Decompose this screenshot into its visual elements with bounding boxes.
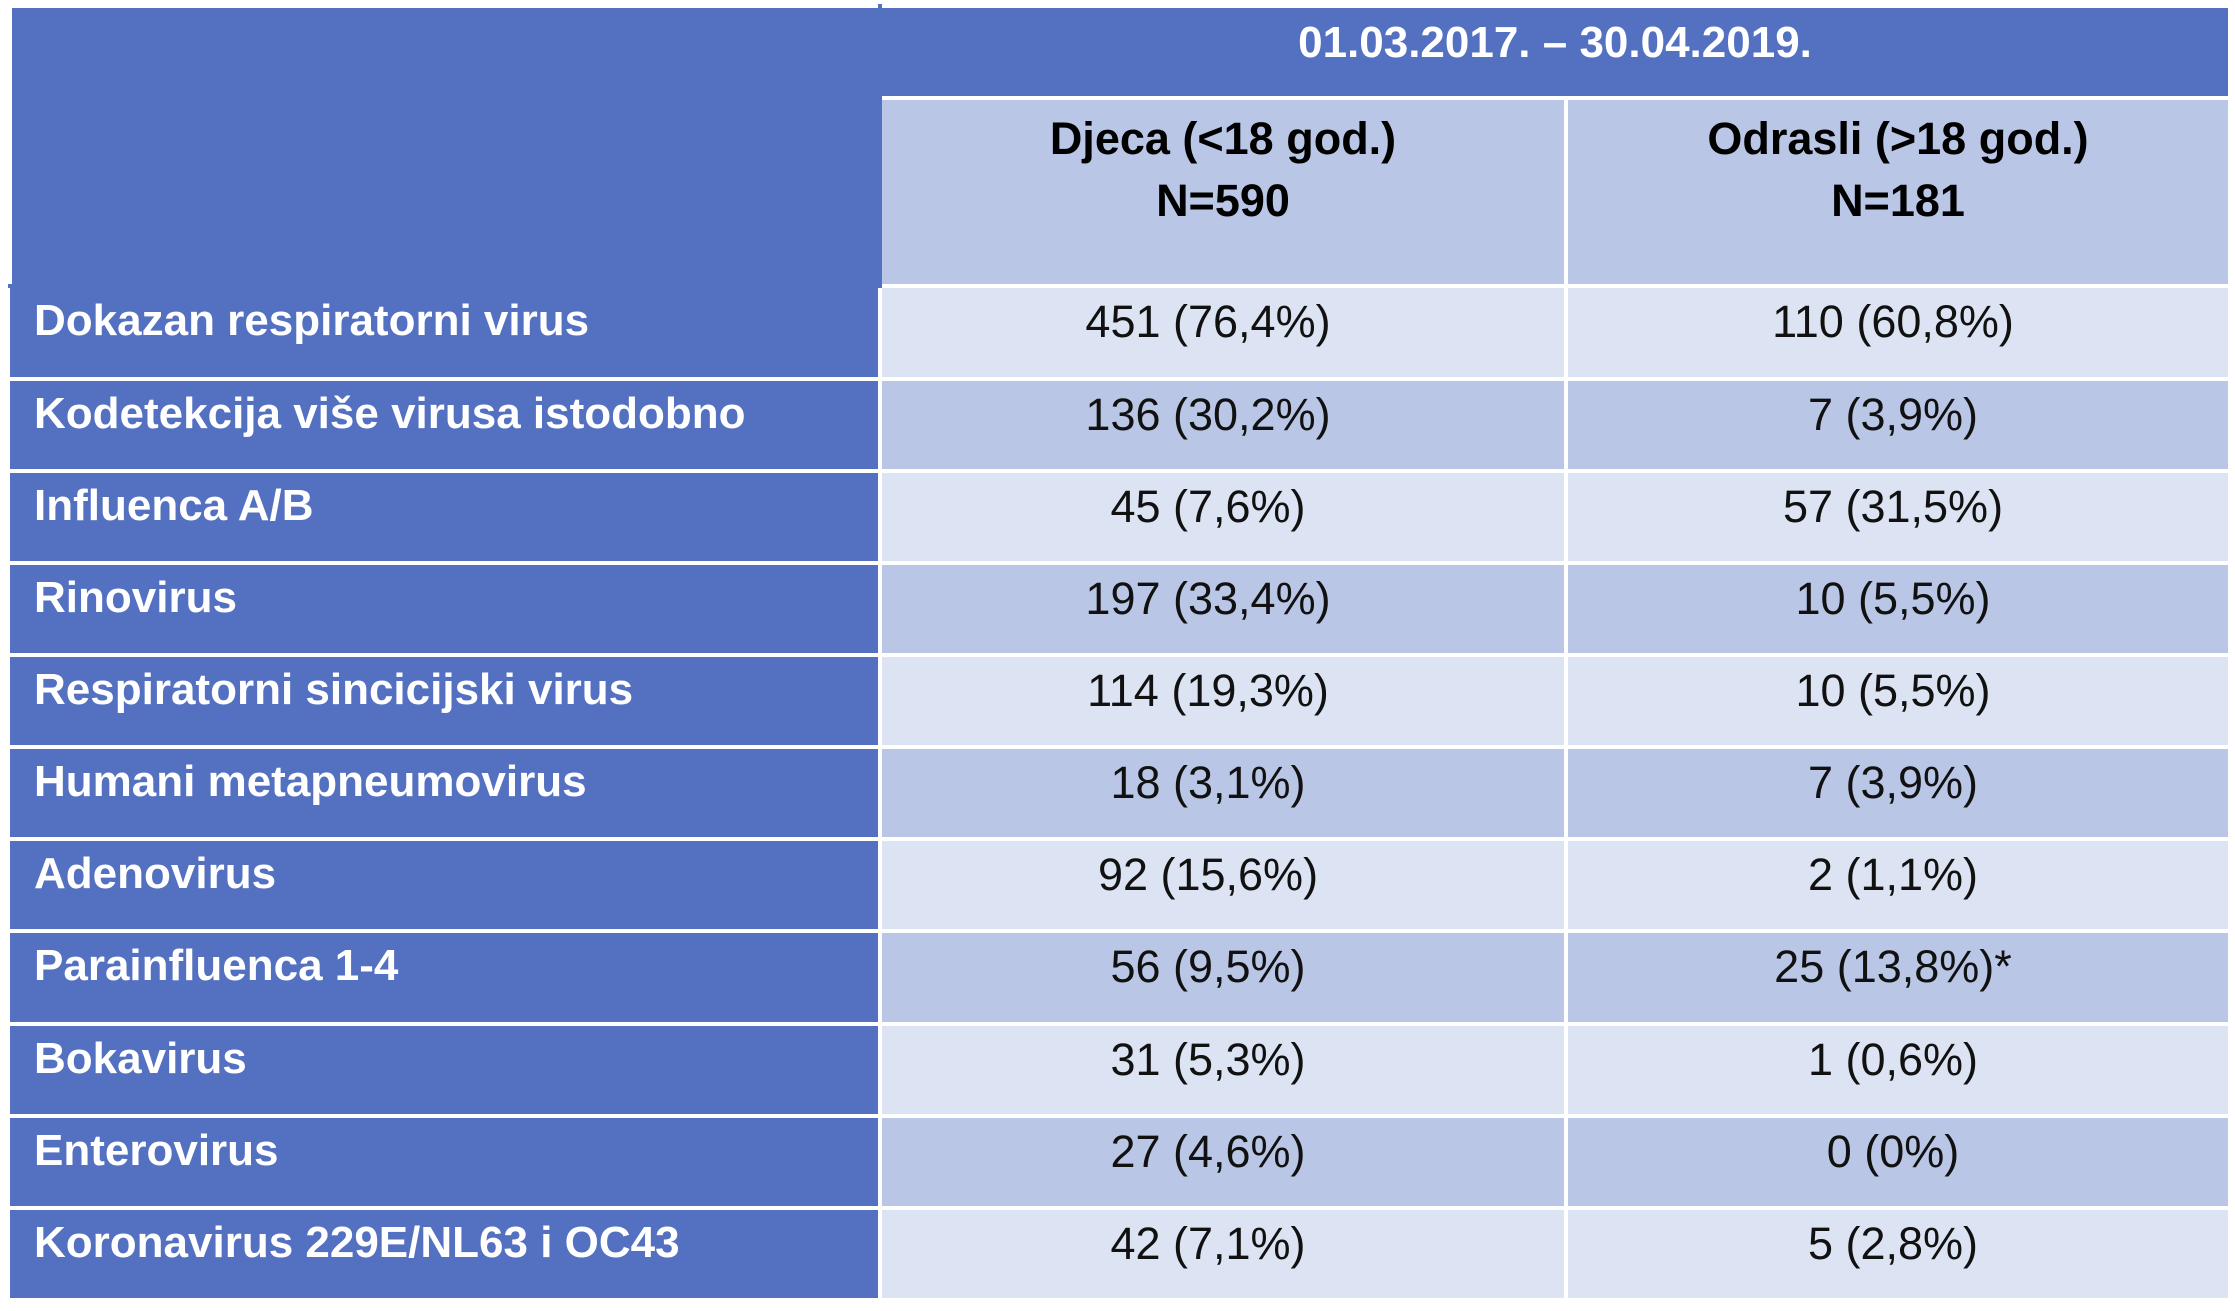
cell-adults: 10 (5,5%) xyxy=(1564,652,2232,750)
row-label: Kodetekcija više virusa istodobno xyxy=(10,376,882,473)
table-row: Humani metapneumovirus 18 (3,1%) 7 (3,9%) xyxy=(10,745,2232,842)
table-row: Rinovirus 197 (33,4%) 10 (5,5%) xyxy=(10,560,2232,657)
group-header-adults: Odrasli (>18 god.) N=181 xyxy=(1564,96,2232,289)
row-label: Adenovirus xyxy=(10,837,882,934)
cell-children: 42 (7,1%) xyxy=(878,1205,1568,1303)
results-table-container: 01.03.2017. – 30.04.2019. Djeca (<18 god… xyxy=(8,3,2232,1303)
row-label: Rinovirus xyxy=(10,560,882,657)
cell-adults: 7 (3,9%) xyxy=(1564,376,2232,473)
group-header-children: Djeca (<18 god.) N=590 xyxy=(878,96,1568,289)
cell-children: 197 (33,4%) xyxy=(878,560,1568,657)
cell-children: 18 (3,1%) xyxy=(878,745,1568,842)
group-n-adults: N=181 xyxy=(1831,175,1965,227)
cell-children: 27 (4,6%) xyxy=(878,1113,1568,1210)
cell-adults: 2 (1,1%) xyxy=(1564,837,2232,934)
cell-children: 92 (15,6%) xyxy=(878,837,1568,934)
row-label: Dokazan respiratorni virus xyxy=(10,284,882,381)
group-label-children: Djeca (<18 god.) xyxy=(1049,113,1397,165)
table-row: Respiratorni sincicijski virus 114 (19,3%… xyxy=(10,652,2232,750)
row-label: Enterovirus xyxy=(10,1113,882,1210)
cell-adults: 110 (60,8%) xyxy=(1564,284,2232,381)
table-row: Parainfluenca 1-4 56 (9,5%) 25 (13,8%)* xyxy=(10,929,2232,1026)
cell-adults: 1 (0,6%) xyxy=(1564,1021,2232,1118)
row-label: Bokavirus xyxy=(10,1021,882,1118)
cell-children: 114 (19,3%) xyxy=(878,652,1568,750)
table-row: Enterovirus 27 (4,6%) 0 (0%) xyxy=(10,1113,2232,1210)
row-label: Humani metapneumovirus xyxy=(10,745,882,842)
row-label: Influenca A/B xyxy=(10,468,882,565)
group-label-adults: Odrasli (>18 god.) xyxy=(1707,113,2089,165)
table-row: Bokavirus 31 (5,3%) 1 (0,6%) xyxy=(10,1021,2232,1118)
cell-adults: 5 (2,8%) xyxy=(1564,1205,2232,1303)
cell-children: 451 (76,4%) xyxy=(878,284,1568,381)
group-n-children: N=590 xyxy=(1156,175,1290,227)
row-label: Koronavirus 229E/NL63 i OC43 xyxy=(10,1205,882,1303)
period-header: 01.03.2017. – 30.04.2019. xyxy=(878,3,2232,101)
corner-cell xyxy=(8,3,882,289)
cell-children: 45 (7,6%) xyxy=(878,468,1568,565)
cell-children: 31 (5,3%) xyxy=(878,1021,1568,1118)
period-header-row: 01.03.2017. – 30.04.2019. xyxy=(8,3,2232,289)
cell-children: 56 (9,5%) xyxy=(878,929,1568,1026)
table-row: Kodetekcija više virusa istodobno 136 (30… xyxy=(10,376,2232,473)
table-row: Adenovirus 92 (15,6%) 2 (1,1%) xyxy=(10,837,2232,934)
cell-adults: 57 (31,5%) xyxy=(1564,468,2232,565)
table-row: Dokazan respiratorni virus 451 (76,4%) 110… xyxy=(10,284,2232,381)
row-label: Respiratorni sincicijski virus xyxy=(10,652,882,750)
virus-detection-table: 01.03.2017. – 30.04.2019. Djeca (<18 god… xyxy=(8,3,2232,1303)
table-row: Koronavirus 229E/NL63 i OC43 42 (7,1%) 5 (… xyxy=(10,1205,2232,1303)
cell-children: 136 (30,2%) xyxy=(878,376,1568,473)
row-label: Parainfluenca 1-4 xyxy=(10,929,882,1026)
cell-adults: 7 (3,9%) xyxy=(1564,745,2232,842)
cell-adults: 10 (5,5%) xyxy=(1564,560,2232,657)
cell-adults: 0 (0%) xyxy=(1564,1113,2232,1210)
group-header-row: Djeca (<18 god.) N=590 Odrasli (>18 god.… xyxy=(10,96,2232,289)
cell-adults: 25 (13,8%)* xyxy=(1564,929,2232,1026)
table-row: Influenca A/B 45 (7,6%) 57 (31,5%) xyxy=(10,468,2232,565)
